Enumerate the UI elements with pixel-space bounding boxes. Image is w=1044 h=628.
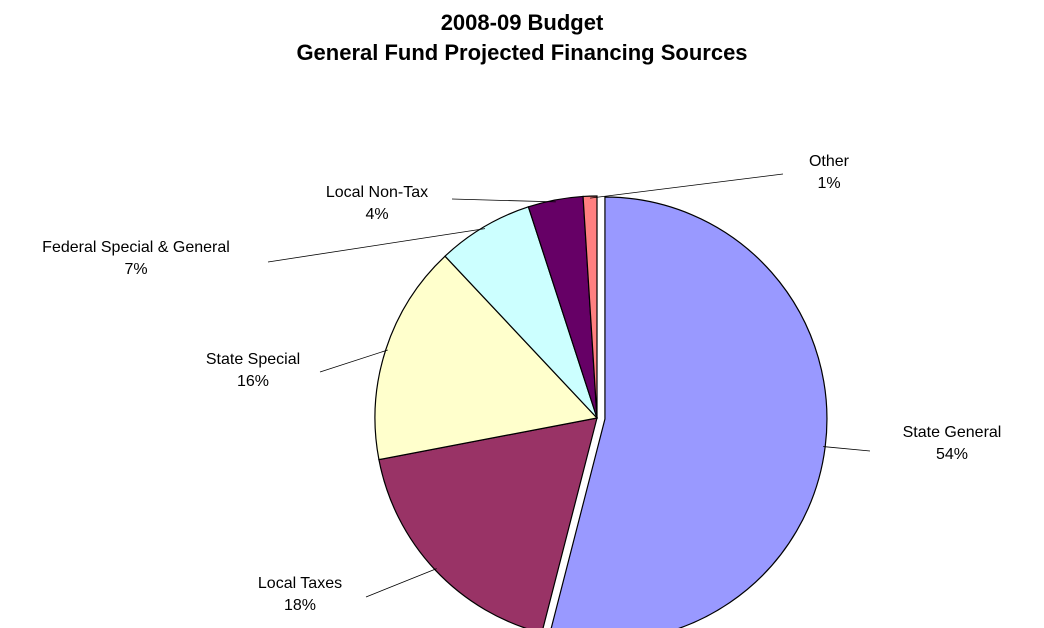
slice-label-state-general: State General 54% xyxy=(903,424,1002,463)
chart-title-line-1: 2008-09 Budget xyxy=(440,10,604,35)
slice-name-local-non-tax: Local Non-Tax xyxy=(326,184,428,201)
slice-percent-local-non-tax: 4% xyxy=(365,206,388,223)
slice-percent-federal-special-general: 7% xyxy=(124,261,147,278)
slice-label-local-non-tax: Local Non-Tax 4% xyxy=(326,184,428,223)
slice-percent-state-general: 54% xyxy=(936,446,968,463)
slice-label-other: Other 1% xyxy=(809,153,850,192)
slice-percent-state-special: 16% xyxy=(237,373,269,390)
leader-line-local-non-tax xyxy=(451,198,556,203)
leader-line-other xyxy=(590,173,784,199)
slice-label-local-taxes: Local Taxes 18% xyxy=(258,575,342,614)
slice-name-local-taxes: Local Taxes xyxy=(258,575,342,592)
slice-percent-local-taxes: 18% xyxy=(284,597,316,614)
slice-name-other: Other xyxy=(809,153,850,170)
slice-label-state-special: State Special 16% xyxy=(206,351,300,390)
chart-title-line-2: General Fund Projected Financing Sources xyxy=(296,40,748,65)
leader-line-local-taxes xyxy=(365,568,437,598)
pie-slice-other xyxy=(582,195,598,419)
leader-line-state-special xyxy=(319,349,388,373)
leader-line-state-general xyxy=(823,446,871,452)
slice-name-federal-special-general: Federal Special & General xyxy=(42,239,230,256)
chart-title: 2008-09 Budget General Fund Projected Fi… xyxy=(0,8,1044,68)
slice-name-state-special: State Special xyxy=(206,351,300,368)
slice-label-federal-special-general: Federal Special & General 7% xyxy=(42,239,230,278)
slice-name-state-general: State General xyxy=(903,424,1002,441)
leader-line-federal-special-general xyxy=(267,228,486,263)
pie-slice-state-special xyxy=(374,255,599,461)
pie-slice-local-taxes xyxy=(378,417,598,628)
slice-percent-other: 1% xyxy=(817,175,840,192)
